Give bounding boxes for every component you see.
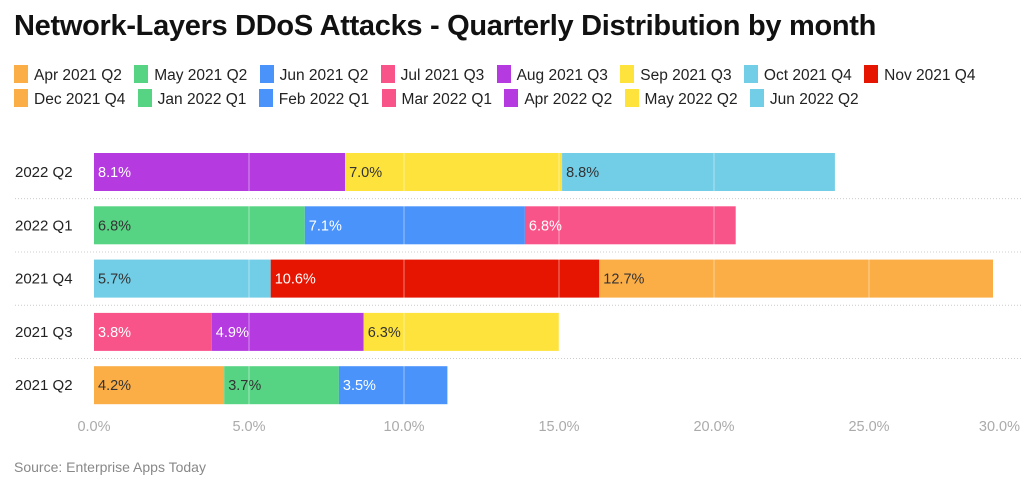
legend-label: Apr 2022 Q2	[524, 91, 613, 108]
legend-item[interactable]: Jan 2022 Q1	[137, 89, 247, 108]
bar-segment	[94, 206, 305, 245]
data-label: 4.2%	[98, 378, 131, 394]
legend-label: Nov 2021 Q4	[884, 67, 976, 84]
bar-segment	[94, 366, 225, 405]
legend-label: Jun 2022 Q2	[769, 91, 859, 108]
data-label: 7.1%	[309, 218, 342, 234]
legend-label: Dec 2021 Q4	[34, 91, 126, 108]
legend-swatch	[620, 65, 635, 83]
category-label: 2022 Q1	[15, 217, 73, 234]
legend-label: May 2022 Q2	[644, 91, 738, 108]
x-tick-label: 10.0%	[383, 419, 424, 435]
legend-swatch	[624, 89, 639, 107]
data-label: 8.8%	[566, 165, 599, 181]
category-label: 2021 Q4	[15, 271, 73, 288]
data-label: 12.7%	[603, 272, 644, 288]
source-note: Source: Enterprise Apps Today	[14, 459, 206, 475]
legend-label: Feb 2022 Q1	[278, 91, 370, 108]
bar-segment	[94, 153, 346, 191]
bar-segment	[94, 312, 212, 351]
bar-segment	[270, 259, 600, 298]
legend-label: Sep 2021 Q3	[640, 67, 732, 84]
legend: Apr 2021 Q2 May 2021 Q2 Jun 2021 Q2 Jul …	[14, 64, 1004, 112]
legend-swatch	[749, 89, 764, 107]
data-label: 8.1%	[98, 165, 131, 181]
bar-segment	[363, 312, 559, 351]
bar-segment	[224, 366, 339, 405]
legend-item[interactable]: Apr 2021 Q2	[14, 65, 122, 84]
legend-label: Aug 2021 Q3	[516, 67, 608, 84]
legend-item[interactable]: Sep 2021 Q3	[620, 65, 732, 84]
chart-title: Network-Layers DDoS Attacks - Quarterly …	[14, 10, 877, 42]
legend-swatch	[134, 65, 149, 83]
data-label: 6.8%	[529, 218, 562, 234]
legend-item[interactable]: Aug 2021 Q3	[496, 65, 608, 84]
legend-swatch	[14, 65, 28, 83]
legend-item[interactable]: Jun 2022 Q2	[749, 89, 859, 108]
legend-item[interactable]: Feb 2022 Q1	[258, 89, 370, 108]
legend-swatch	[259, 65, 274, 83]
x-tick-label: 25.0%	[848, 419, 889, 435]
data-label: 3.7%	[228, 378, 261, 394]
data-label: 3.8%	[98, 325, 131, 341]
bar-segment	[524, 206, 736, 245]
legend-label: Jun 2021 Q2	[279, 67, 369, 84]
legend-item[interactable]: Jun 2021 Q2	[259, 65, 369, 84]
legend-item[interactable]: Dec 2021 Q4	[14, 89, 126, 108]
legend-swatch	[137, 89, 152, 107]
x-tick-label: 0.0%	[77, 419, 110, 435]
legend-item[interactable]: May 2022 Q2	[624, 89, 738, 108]
legend-item[interactable]: Oct 2021 Q4	[743, 65, 852, 84]
legend-swatch	[380, 65, 395, 83]
category-label: 2021 Q2	[15, 377, 73, 394]
legend-label: Mar 2022 Q1	[401, 91, 492, 108]
legend-item[interactable]: May 2021 Q2	[134, 65, 248, 84]
data-label: 3.5%	[343, 378, 376, 394]
legend-swatch	[504, 89, 519, 107]
legend-label: Oct 2021 Q4	[763, 67, 852, 84]
bar-segment	[304, 206, 525, 245]
x-tick-label: 5.0%	[232, 419, 265, 435]
legend-swatch	[864, 65, 879, 83]
x-tick-label: 15.0%	[538, 419, 579, 435]
data-label: 7.0%	[349, 165, 382, 181]
legend-label: May 2021 Q2	[154, 67, 248, 84]
bar-segment	[211, 312, 364, 351]
legend-swatch	[14, 89, 28, 107]
legend-item[interactable]: Nov 2021 Q4	[864, 65, 976, 84]
legend-item[interactable]: Jul 2021 Q3	[380, 65, 485, 84]
category-label: 2022 Q2	[15, 164, 73, 181]
data-label: 10.6%	[275, 272, 316, 288]
legend-swatch	[381, 89, 396, 107]
category-label: 2021 Q3	[15, 324, 73, 341]
legend-swatch	[258, 89, 273, 107]
bar-segment	[599, 259, 993, 298]
legend-swatch	[743, 65, 758, 83]
bar-segment	[562, 153, 835, 191]
data-label: 6.3%	[368, 325, 401, 341]
legend-label: Jul 2021 Q3	[400, 67, 485, 84]
legend-item[interactable]: Mar 2022 Q1	[381, 89, 492, 108]
data-label: 4.9%	[216, 325, 249, 341]
data-label: 5.7%	[98, 272, 131, 288]
legend-item[interactable]: Apr 2022 Q2	[504, 89, 613, 108]
x-tick-label: 20.0%	[693, 419, 734, 435]
legend-label: Jan 2022 Q1	[157, 91, 247, 108]
x-tick-label: 30.0%	[979, 419, 1020, 435]
bar-segment	[338, 366, 448, 405]
legend-swatch	[496, 65, 511, 83]
data-label: 6.8%	[98, 218, 131, 234]
legend-label: Apr 2021 Q2	[34, 67, 122, 84]
bar-segment	[94, 259, 271, 298]
bar-segment	[345, 153, 563, 191]
